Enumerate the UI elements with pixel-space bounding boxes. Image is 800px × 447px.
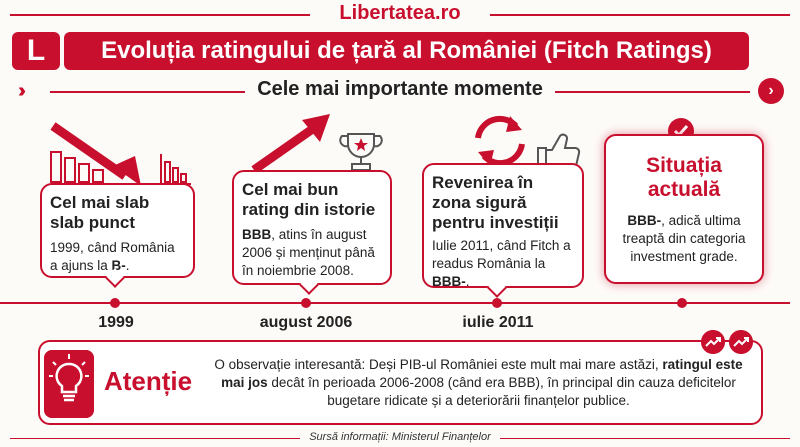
timeline-dot	[301, 298, 311, 308]
moment-description: Iulie 2011, când Fitch a readus România …	[432, 238, 571, 289]
timeline-axis	[0, 302, 790, 304]
lightbulb-icon	[44, 350, 94, 418]
refresh-thumbs-up-icon	[475, 115, 581, 171]
timeline-year: iulie 2011	[462, 314, 534, 331]
timeline-dot	[677, 298, 687, 308]
moment-heading: Situația actuală	[646, 154, 722, 201]
moment-description: BBB, atins în august 2006 și menținut pâ…	[242, 227, 375, 278]
moment-card-worst: Cel mai slab slab punct 1999, când Român…	[40, 183, 195, 288]
note-box	[38, 340, 763, 425]
timeline-dot	[492, 298, 502, 308]
rising-arrow-trophy-icon	[251, 114, 383, 174]
timeline-year: 1999	[98, 314, 134, 331]
moment-heading: Revenirea în zona sigură pentru investiț…	[432, 173, 559, 232]
moment-card-best: Cel mai bun rating din istorie BBB, atin…	[232, 170, 392, 295]
section-subtitle: Cele mai importante momente	[10, 78, 790, 101]
moment-description: BBB-, adică ultima treaptă din categoria…	[622, 213, 746, 264]
note-text: O observație interesantă: Deși PIB-ul Ro…	[214, 357, 743, 408]
brand-row: Libertatea.ro	[0, 2, 800, 28]
source-row: Sursă informații: Ministerul Finanțelor	[0, 431, 800, 445]
timeline-year: august 2006	[259, 314, 353, 331]
trend-up-icon	[729, 330, 753, 354]
brand-divider-right	[490, 14, 790, 16]
trend-up-icon	[701, 330, 725, 354]
moment-card-return: Revenirea în zona sigură pentru investiț…	[422, 163, 584, 298]
page-title: Evoluția ratingului de țară al României …	[64, 32, 749, 70]
moment-heading: Cel mai slab slab punct	[50, 193, 150, 232]
subtitle-divider-left	[50, 91, 250, 93]
brand-name: Libertatea.ro	[0, 2, 800, 25]
source-divider-right	[500, 438, 790, 439]
source-divider-left	[10, 438, 300, 439]
moment-description: 1999, când România a ajuns la B-.	[50, 240, 175, 273]
chevron-right-icon: ›	[758, 78, 784, 104]
moment-card-current: Situația actuală BBB-, adică ultima trea…	[604, 134, 764, 284]
timeline-dot	[110, 298, 120, 308]
source-credit: Sursă informații: Ministerul Finanțelor	[0, 431, 800, 443]
falling-bars-arrow-icon	[50, 122, 191, 186]
subtitle-row: ››› Cele mai importante momente ›	[10, 78, 790, 104]
brand-divider-left	[10, 14, 310, 16]
subtitle-divider-right	[550, 91, 750, 93]
logo: L	[12, 32, 60, 70]
note-title: Atenție	[104, 366, 193, 396]
moment-heading: Cel mai bun rating din istorie	[242, 180, 376, 219]
